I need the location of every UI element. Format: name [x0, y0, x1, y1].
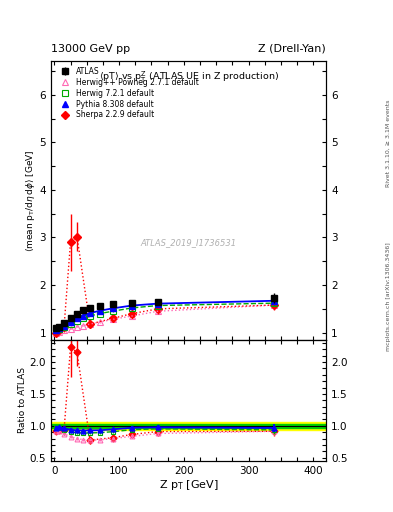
Herwig++ Powheg 2.7.1 default: [130, 313, 134, 319]
Sherpa 2.2.9 default: [68, 239, 73, 245]
Legend: ATLAS, Herwig++ Powheg 2.7.1 default, Herwig 7.2.1 default, Pythia 8.308 default: ATLAS, Herwig++ Powheg 2.7.1 default, He…: [55, 65, 201, 121]
Text: 13000 GeV pp: 13000 GeV pp: [51, 44, 130, 54]
Pythia 8.308 default: [53, 327, 58, 333]
Pythia 8.308 default: [68, 319, 73, 325]
Y-axis label: $\langle$mean p$_\mathrm{T}$/d$\eta\,\mathrm{d}\phi\rangle$ [GeV]: $\langle$mean p$_\mathrm{T}$/d$\eta\,\ma…: [24, 150, 37, 252]
Line: Pythia 8.308 default: Pythia 8.308 default: [53, 298, 277, 333]
Sherpa 2.2.9 default: [53, 330, 58, 336]
Sherpa 2.2.9 default: [75, 233, 79, 240]
Pythia 8.308 default: [110, 305, 115, 311]
Text: ATLAS_2019_I1736531: ATLAS_2019_I1736531: [141, 238, 237, 247]
Pythia 8.308 default: [88, 310, 92, 316]
Sherpa 2.2.9 default: [272, 302, 277, 308]
Sherpa 2.2.9 default: [130, 311, 134, 317]
Sherpa 2.2.9 default: [57, 327, 62, 333]
Herwig 7.2.1 default: [57, 326, 62, 332]
Pythia 8.308 default: [75, 315, 79, 322]
Pythia 8.308 default: [62, 323, 66, 329]
Pythia 8.308 default: [57, 325, 62, 331]
Line: Herwig++ Powheg 2.7.1 default: Herwig++ Powheg 2.7.1 default: [53, 302, 277, 335]
Sherpa 2.2.9 default: [88, 321, 92, 327]
Line: Herwig 7.2.1 default: Herwig 7.2.1 default: [53, 301, 277, 333]
Herwig 7.2.1 default: [88, 313, 92, 319]
Herwig 7.2.1 default: [156, 303, 160, 309]
Text: Z (Drell-Yan): Z (Drell-Yan): [259, 44, 326, 54]
Text: $\langle$pT$\rangle$ vs p$_\mathrm{T}^\mathrm{Z}$ (ATLAS UE in Z production): $\langle$pT$\rangle$ vs p$_\mathrm{T}^\m…: [99, 70, 279, 85]
Herwig 7.2.1 default: [68, 321, 73, 327]
Sherpa 2.2.9 default: [110, 315, 115, 322]
Herwig++ Powheg 2.7.1 default: [81, 323, 86, 329]
Herwig++ Powheg 2.7.1 default: [97, 319, 102, 325]
Y-axis label: Ratio to ATLAS: Ratio to ATLAS: [18, 367, 27, 433]
X-axis label: Z p$_\mathrm{T}$ [GeV]: Z p$_\mathrm{T}$ [GeV]: [159, 478, 219, 493]
Herwig 7.2.1 default: [81, 315, 86, 322]
Herwig 7.2.1 default: [130, 305, 134, 311]
Herwig++ Powheg 2.7.1 default: [75, 324, 79, 330]
Pythia 8.308 default: [97, 308, 102, 314]
Herwig++ Powheg 2.7.1 default: [110, 316, 115, 323]
Herwig++ Powheg 2.7.1 default: [272, 302, 277, 308]
Pythia 8.308 default: [156, 301, 160, 307]
Herwig 7.2.1 default: [272, 300, 277, 306]
Herwig++ Powheg 2.7.1 default: [57, 329, 62, 335]
Herwig++ Powheg 2.7.1 default: [62, 327, 66, 333]
Herwig 7.2.1 default: [97, 311, 102, 317]
Herwig++ Powheg 2.7.1 default: [88, 321, 92, 327]
Bar: [51, 422, 326, 430]
Herwig++ Powheg 2.7.1 default: [156, 308, 160, 314]
Herwig 7.2.1 default: [110, 308, 115, 314]
Line: Sherpa 2.2.9 default: Sherpa 2.2.9 default: [53, 234, 277, 335]
Herwig 7.2.1 default: [62, 324, 66, 330]
Bar: [51, 424, 326, 428]
Pythia 8.308 default: [81, 312, 86, 318]
Sherpa 2.2.9 default: [156, 306, 160, 312]
Herwig++ Powheg 2.7.1 default: [53, 330, 58, 336]
Herwig++ Powheg 2.7.1 default: [68, 326, 73, 332]
Herwig 7.2.1 default: [75, 317, 79, 324]
Text: mcplots.cern.ch [arXiv:1306.3436]: mcplots.cern.ch [arXiv:1306.3436]: [386, 243, 391, 351]
Herwig 7.2.1 default: [53, 327, 58, 333]
Text: Rivet 3.1.10, ≥ 3.1M events: Rivet 3.1.10, ≥ 3.1M events: [386, 100, 391, 187]
Pythia 8.308 default: [272, 297, 277, 304]
Sherpa 2.2.9 default: [62, 324, 66, 330]
Pythia 8.308 default: [130, 303, 134, 309]
